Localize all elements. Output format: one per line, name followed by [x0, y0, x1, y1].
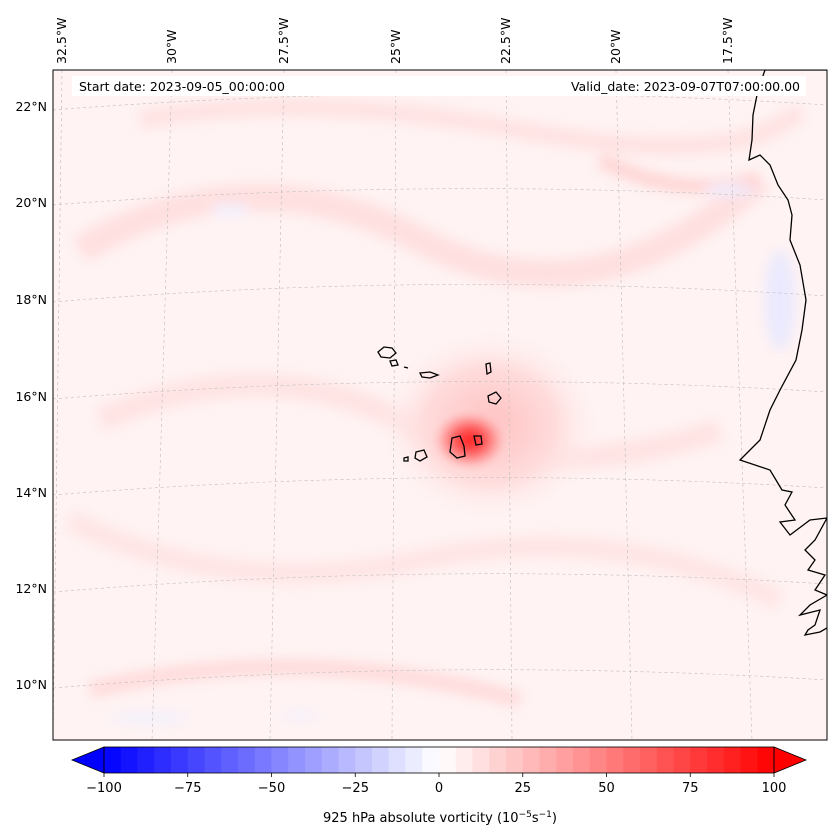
cape-verde-fogo: [414, 449, 428, 462]
cape-verde-santiago: [449, 435, 466, 459]
colorbar-cell: [120, 747, 138, 773]
lat-label: 18°N: [15, 292, 47, 307]
colorbar-ticks: −100 −75 −50 −25 0 25 50 75 100: [86, 773, 786, 796]
colorbar-cell: [707, 747, 725, 773]
colorbar-cell: [405, 747, 423, 773]
colorbar-cell: [623, 747, 641, 773]
lat-label: 16°N: [15, 389, 47, 404]
colorbar-cell: [221, 747, 239, 773]
colorbar-cell: [271, 747, 289, 773]
vorticity-core: [428, 406, 512, 474]
lat-label: 20°N: [15, 195, 47, 210]
lon-label: 32.5°W: [54, 18, 69, 64]
colorbar-cell: [238, 747, 256, 773]
colorbar-cell: [187, 747, 205, 773]
cape-verde-santa-luzia: [403, 366, 409, 369]
colorbar-cell: [372, 747, 390, 773]
colorbar-cell: [254, 747, 272, 773]
colorbar-cell: [589, 747, 607, 773]
colorbar-cell: [757, 747, 775, 773]
lon-label: 20°W: [608, 29, 623, 64]
colorbar-cell: [104, 747, 122, 773]
colorbar-cell: [539, 747, 557, 773]
cape-verde-sal: [485, 362, 492, 376]
africa-coast: [738, 70, 827, 636]
colorbar-cell: [288, 747, 306, 773]
lat-labels: 22°N 20°N 18°N 16°N 14°N 12°N 10°N: [15, 99, 47, 692]
lon-label: 17.5°W: [720, 18, 735, 64]
valid-date-text: Valid_date: 2023-09-07T07:00:00.00: [571, 79, 800, 94]
lat-label: 14°N: [15, 485, 47, 500]
colorbar-tick-label: 50: [598, 781, 615, 796]
header-box: [72, 76, 806, 96]
colorbar-cell: [740, 747, 758, 773]
colorbar-cell: [204, 747, 222, 773]
colorbar-cell: [154, 747, 172, 773]
colorbar-cell: [556, 747, 574, 773]
colorbar-tick-label: −25: [342, 781, 369, 796]
colorbar-cell: [321, 747, 339, 773]
cape-verde-maio: [473, 435, 483, 446]
lon-label: 25°W: [388, 29, 403, 64]
lat-label: 12°N: [15, 581, 47, 596]
colorbar-tick-label: 25: [514, 781, 531, 796]
colorbar-tick-label: −50: [258, 781, 285, 796]
colorbar-cell: [422, 747, 440, 773]
colorbar-cell: [388, 747, 406, 773]
cape-verde-brava: [403, 456, 409, 462]
lon-label: 30°W: [164, 29, 179, 64]
colorbar: −100 −75 −50 −25 0 25 50 75 100 925 hPa absolute…: [70, 746, 808, 826]
colorbar-cell: [338, 747, 356, 773]
colorbar-extend-max: [773, 746, 808, 774]
coastlines: [377, 70, 827, 636]
cape-verde-sao-nicolau: [418, 371, 440, 379]
colorbar-cell: [606, 747, 624, 773]
colorbar-cell: [723, 747, 741, 773]
colorbar-cell: [506, 747, 524, 773]
colorbar-cells: [104, 747, 775, 773]
colorbar-cell: [305, 747, 323, 773]
colorbar-tick-label: 100: [762, 781, 787, 796]
colorbar-cell: [455, 747, 473, 773]
lat-label: 22°N: [15, 99, 47, 114]
cape-verde-sao-vicente: [389, 359, 399, 367]
colorbar-tick-label: 75: [682, 781, 699, 796]
colorbar-cell: [690, 747, 708, 773]
colorbar-cell: [489, 747, 507, 773]
cape-verde-boa-vista: [487, 391, 502, 405]
colorbar-tick-label: 0: [435, 781, 443, 796]
colorbar-cell: [640, 747, 658, 773]
map-frame: [52, 69, 828, 741]
colorbar-cell: [439, 747, 457, 773]
colorbar-cell: [171, 747, 189, 773]
colorbar-extend-min: [70, 746, 105, 774]
lat-label: 10°N: [15, 677, 47, 692]
lon-labels: 32.5°W 30°W 27.5°W 25°W 22.5°W 20°W 17.5…: [54, 18, 735, 64]
colorbar-cell: [573, 747, 591, 773]
colorbar-cell: [656, 747, 674, 773]
colorbar-tick-label: −75: [174, 781, 201, 796]
map-panel: [53, 70, 827, 740]
start-date-text: Start date: 2023-09-05_00:00:00: [79, 79, 285, 94]
colorbar-cell: [355, 747, 373, 773]
colorbar-cell: [472, 747, 490, 773]
colorbar-tick-label: −100: [86, 781, 122, 796]
graticule: [53, 70, 827, 740]
cape-verde-santo-antao: [377, 346, 397, 359]
colorbar-cell: [137, 747, 155, 773]
colorbar-cell: [673, 747, 691, 773]
colorbar-label: 925 hPa absolute vorticity (10−5s−1): [323, 810, 557, 826]
colorbar-cell: [522, 747, 540, 773]
lon-label: 22.5°W: [498, 18, 513, 64]
lon-label: 27.5°W: [276, 18, 291, 64]
